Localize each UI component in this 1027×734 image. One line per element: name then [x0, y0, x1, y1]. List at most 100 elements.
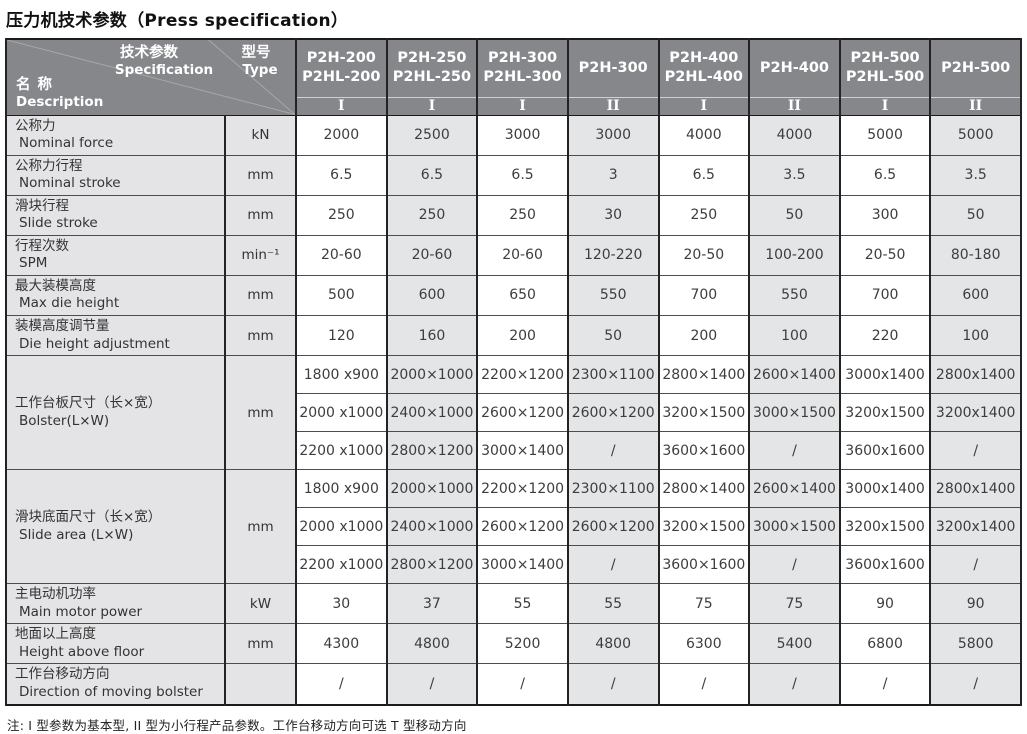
value-cell: / — [385, 663, 479, 706]
value-cell: 250 — [476, 194, 569, 236]
value-cell: 2200×1200 — [476, 355, 569, 395]
value-cell: 3600x1600 — [838, 431, 932, 471]
value-cell: 4300 — [295, 623, 388, 665]
table-row-bolster-2: 2000 x1000 2400×1000 2600×1200 2600×1200… — [6, 393, 1022, 433]
value-cell: 700 — [657, 274, 751, 316]
value-cell: 90 — [838, 583, 932, 625]
value-cell: 37 — [385, 583, 479, 625]
value-cell: / — [566, 431, 660, 471]
unit-cell: kN — [224, 114, 297, 156]
model-line: P2H-250 — [397, 50, 467, 67]
model-line: P2H-400 — [759, 59, 829, 76]
unit-cell: mm — [224, 274, 297, 316]
value-cell: 650 — [476, 274, 569, 316]
row-label-en: Direction of moving bolster — [19, 684, 203, 700]
value-cell: / — [748, 545, 841, 585]
value-cell: 3000x1400 — [838, 355, 932, 395]
column-header-model: P2H-500 — [929, 38, 1022, 98]
corner-type-en: Type — [242, 62, 278, 79]
row-label: 行程次数 SPM — [5, 234, 226, 276]
model-line: P2H-200 — [306, 50, 376, 67]
value-cell: 3000 — [476, 114, 569, 156]
row-label-zh: 装模高度调节量 — [15, 317, 110, 334]
value-cell: 55 — [566, 583, 660, 625]
row-label: 装模高度调节量 Die height adjustment — [5, 314, 226, 357]
row-label: 公称力 Nominal force — [5, 114, 226, 156]
row-label-zh: 滑块行程 — [15, 197, 69, 214]
value-cell: 2200 x1000 — [295, 431, 388, 471]
row-label-zh: 最大装模高度 — [15, 277, 96, 294]
value-cell: 2200 x1000 — [295, 545, 388, 585]
value-cell: 3200x1500 — [838, 507, 932, 547]
value-cell: 2000 x1000 — [295, 393, 388, 433]
value-cell: / — [566, 545, 660, 585]
corner-description-label: 名 称 Description — [16, 76, 103, 111]
column-header-model: P2H-300 — [566, 38, 660, 98]
value-cell: 100-200 — [748, 234, 841, 276]
row-label-en: Bolster(L×W) — [19, 412, 110, 429]
model-line: P2H-500 — [850, 50, 920, 67]
column-header-model: P2H-250 P2HL-250 — [385, 38, 479, 98]
value-cell: 3 — [566, 154, 660, 196]
row-label-zh: 工作台移动方向 — [15, 666, 110, 683]
column-header-model: P2H-200 P2HL-200 — [295, 38, 388, 98]
model-line: P2H-400 — [669, 50, 739, 67]
value-cell: 250 — [385, 194, 479, 236]
value-cell: 30 — [295, 583, 388, 625]
value-cell: 20-60 — [295, 234, 388, 276]
value-cell: 55 — [476, 583, 569, 625]
table-row-direction-of-moving-bolster: 工作台移动方向 Direction of moving bolster / / /… — [5, 663, 1022, 706]
value-cell: 2200×1200 — [476, 469, 569, 509]
unit-cell — [224, 663, 297, 706]
header-row-models: 技术参数 Specification 型号 Type 名 称 Descripti… — [5, 38, 1022, 116]
column-header-type: I — [295, 96, 388, 116]
value-cell: 80-180 — [929, 234, 1022, 276]
column-header-type: II — [566, 96, 660, 116]
value-cell: 600 — [385, 274, 479, 316]
value-cell: 5200 — [476, 623, 569, 665]
value-cell: 200 — [657, 314, 751, 357]
value-cell: 3000x1400 — [838, 469, 932, 509]
table-row-die-height-adjustment: 装模高度调节量 Die height adjustment mm 120 160 … — [5, 314, 1022, 357]
table-row-max-die-height: 最大装模高度 Max die height mm 500 600 650 550 … — [5, 274, 1022, 316]
corner-specification-zh: 技术参数 — [120, 45, 178, 61]
row-label-zh: 滑块底面尺寸（长×宽） — [15, 509, 162, 526]
value-cell: 250 — [657, 194, 751, 236]
table-row-slide-area: 滑块底面尺寸（长×宽） Slide area (L×W) mm 1800 x900… — [5, 469, 1022, 585]
value-cell: 2300×1100 — [566, 355, 660, 395]
row-label: 最大装模高度 Max die height — [5, 274, 226, 316]
value-cell: 100 — [748, 314, 841, 357]
unit-cell: mm — [224, 355, 297, 471]
value-cell: 220 — [838, 314, 932, 357]
table-row-spm: 行程次数 SPM min⁻¹ 20-60 20-60 20-60 120-220 … — [5, 234, 1022, 276]
model-line: P2HL-200 — [302, 69, 381, 86]
value-cell: 2600×1200 — [476, 393, 569, 433]
value-cell: 4000 — [748, 114, 841, 156]
column-header-type: I — [476, 96, 569, 116]
value-cell: 75 — [748, 583, 841, 625]
row-label: 地面以上高度 Height above floor — [5, 623, 226, 665]
row-label: 工作台板尺寸（长×宽） Bolster(L×W) — [5, 355, 226, 471]
value-cell: 2600×1200 — [566, 507, 660, 547]
column-header-type: I — [838, 96, 932, 116]
diagonal-divider-lines — [8, 40, 294, 114]
corner-description-en: Description — [16, 93, 104, 110]
table-row-slide-stroke: 滑块行程 Slide stroke mm 250 250 250 30 250 5… — [5, 194, 1022, 236]
value-cell: 6.5 — [295, 154, 388, 196]
value-cell: 3200x1400 — [929, 393, 1022, 433]
unit-cell: mm — [224, 623, 297, 665]
value-cell: / — [748, 431, 841, 471]
row-label-zh: 公称力行程 — [15, 157, 83, 174]
value-cell: 3000×1400 — [476, 545, 569, 585]
value-cell: 2000 — [295, 114, 388, 156]
model-line: P2H-300 — [487, 50, 558, 67]
value-cell: 5000 — [929, 114, 1022, 156]
unit-cell: mm — [224, 314, 297, 357]
table-row-nominal-stroke: 公称力行程 Nominal stroke mm 6.5 6.5 6.5 3 6.5… — [5, 154, 1022, 196]
value-cell: 3600×1600 — [657, 431, 751, 471]
value-cell: 5000 — [838, 114, 932, 156]
value-cell: 6.5 — [385, 154, 479, 196]
value-cell: 550 — [566, 274, 660, 316]
value-cell: 1800 x900 — [295, 469, 388, 509]
